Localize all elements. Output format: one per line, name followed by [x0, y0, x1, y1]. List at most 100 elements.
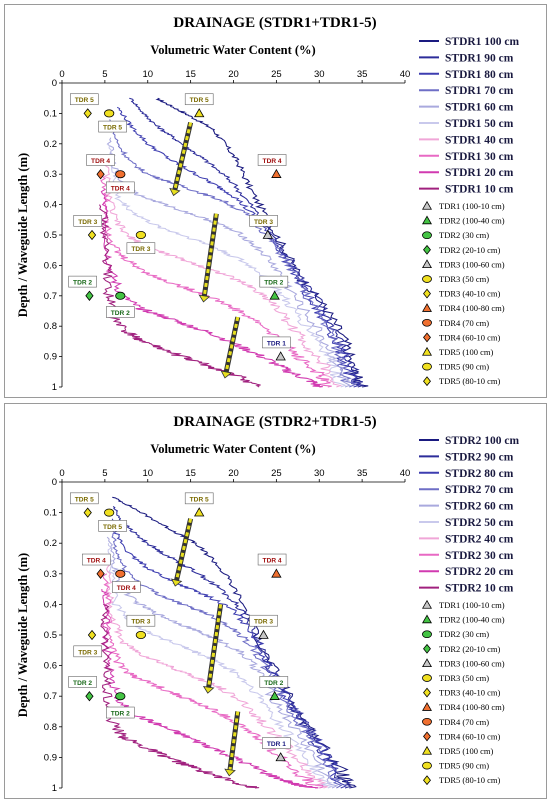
annotation-box: [73, 645, 103, 658]
series-line: [107, 119, 356, 388]
chart-title: DRAINAGE (STDR2+TDR1-5): [173, 414, 376, 430]
data-marker: [83, 507, 92, 518]
x-tick-label: 25: [271, 468, 282, 479]
legend-entry-label: STDR1 70 cm: [445, 85, 514, 97]
x-tick-label: 20: [228, 69, 239, 80]
series-line: [99, 188, 323, 388]
chart-svg-bottom: DRAINAGE (STDR2+TDR1-5) Volumetric Water …: [16, 414, 520, 794]
annotation-box: [82, 553, 111, 566]
annotation-box: [86, 154, 115, 166]
series-line: [104, 558, 328, 789]
series-line: [155, 97, 369, 388]
legend-entry-label: TDR4 (100-80 cm): [439, 303, 505, 313]
trend-arrow: [224, 711, 241, 777]
legend-entry-label: STDR2 60 cm: [445, 501, 514, 513]
legend-entry-label: TDR5 (80-10 cm): [439, 376, 501, 386]
legend-entry-label: TDR3 (50 cm): [439, 673, 489, 683]
legend-marker-swatch: [423, 731, 431, 742]
legend-entry-label: TDR5 (80-10 cm): [439, 775, 501, 785]
annotation-box: [69, 492, 99, 505]
annotation-box: [98, 520, 127, 532]
legend-marker-swatch: [423, 288, 431, 299]
legend-entry-label: TDR4 (100-80 cm): [439, 702, 505, 712]
data-marker: [115, 569, 126, 578]
legend-marker-swatch: [423, 332, 431, 343]
annotation-label: TDR 4: [111, 185, 130, 192]
legend-entry-label: STDR1 10 cm: [445, 184, 514, 196]
y-tick-label: 0.4: [44, 200, 57, 211]
legend: STDR1 100 cm STDR1 90 cm STDR1 80 cm STDR1 …: [419, 36, 520, 386]
annotation-label: TDR 5: [190, 97, 209, 104]
data-marker: [87, 229, 97, 241]
data-marker: [85, 290, 94, 301]
series-line: [129, 97, 364, 388]
x-tick-label: 15: [185, 468, 196, 479]
data-marker: [194, 507, 205, 517]
legend-entry-label: STDR1 90 cm: [445, 52, 514, 64]
annotation-label: TDR 2: [111, 711, 130, 718]
annotation-box: [69, 93, 99, 106]
data-marker: [135, 230, 147, 239]
legend-entry-label: TDR1 (100-10 cm): [439, 600, 505, 610]
legend-entry-label: TDR3 (40-10 cm): [439, 688, 501, 698]
marker-group: TDR 1 TDR 2 TDR 2 TDR 2 TDR 3 TDR 3 TDR 3 TDR 4…: [68, 492, 291, 762]
annotation-label: TDR 2: [264, 680, 283, 687]
legend-entry-label: TDR1 (100-10 cm): [439, 201, 505, 211]
data-marker: [258, 629, 269, 639]
legend-entry-label: TDR3 (100-60 cm): [439, 259, 505, 269]
legend-entry-label: TDR5 (90 cm): [439, 362, 489, 372]
legend-entry-label: TDR2 (30 cm): [439, 230, 489, 240]
annotation-box: [262, 336, 291, 349]
arrow-group: [170, 518, 241, 777]
annotation-label: TDR 2: [73, 680, 92, 687]
legend-marker-swatch: [422, 745, 432, 755]
annotation-label: TDR 3: [78, 649, 97, 656]
x-tick-label: 30: [314, 69, 325, 80]
annotation-box: [257, 553, 287, 566]
series-line: [106, 536, 339, 789]
legend-entry-label: STDR2 80 cm: [445, 468, 514, 480]
series-line: [112, 506, 353, 789]
series-line: [111, 518, 348, 789]
y-tick-label: 0.7: [44, 291, 57, 302]
legend-entry-label: TDR2 (100-40 cm): [439, 216, 505, 226]
legend-marker-swatch: [422, 761, 432, 770]
legend: STDR2 100 cm STDR2 90 cm STDR2 80 cm STDR2 …: [419, 435, 520, 785]
annotation-label: TDR 4: [263, 558, 282, 565]
legend-entry-label: STDR2 100 cm: [445, 435, 520, 447]
x-tick-label: 0: [59, 69, 64, 80]
y-tick-label: 0.8: [44, 722, 57, 733]
legend-marker-swatch: [422, 231, 432, 240]
legend-entry-label: STDR1 50 cm: [445, 118, 514, 130]
y-tick-label: 0: [52, 477, 57, 488]
legend-entry-label: TDR5 (90 cm): [439, 761, 489, 771]
x-tick-label: 0: [59, 468, 64, 479]
legend-entry-label: STDR2 10 cm: [445, 583, 514, 595]
y-tick-label: 0.6: [44, 661, 57, 672]
trend-arrow: [202, 604, 224, 694]
x-tick-label: 10: [142, 468, 153, 479]
x-tick-label: 30: [314, 468, 325, 479]
annotation-box: [184, 93, 214, 106]
legend-entry-label: STDR1 40 cm: [445, 134, 514, 146]
annotation-label: TDR 5: [103, 524, 122, 531]
data-marker: [85, 691, 94, 702]
data-marker: [115, 291, 126, 300]
data-marker: [275, 351, 286, 361]
y-tick-label: 0.5: [44, 230, 57, 241]
legend-entry-label: STDR2 20 cm: [445, 566, 514, 578]
annotation-label: TDR 4: [87, 558, 106, 565]
x-tick-label: 25: [271, 69, 282, 80]
annotation-box: [106, 181, 135, 194]
annotation-label: TDR 3: [254, 219, 273, 226]
legend-entry-label: TDR5 (100 cm): [439, 746, 493, 756]
annotation-box: [259, 676, 289, 688]
y-tick-label: 0.9: [44, 752, 57, 763]
annotation-box: [106, 706, 135, 719]
annotation-label: TDR 5: [190, 496, 209, 503]
annotation-box: [73, 215, 103, 227]
x-tick-label: 35: [357, 468, 368, 479]
data-marker: [262, 229, 273, 239]
legend-entry-label: STDR2 90 cm: [445, 451, 514, 463]
legend-entry-label: STDR2 30 cm: [445, 550, 514, 562]
